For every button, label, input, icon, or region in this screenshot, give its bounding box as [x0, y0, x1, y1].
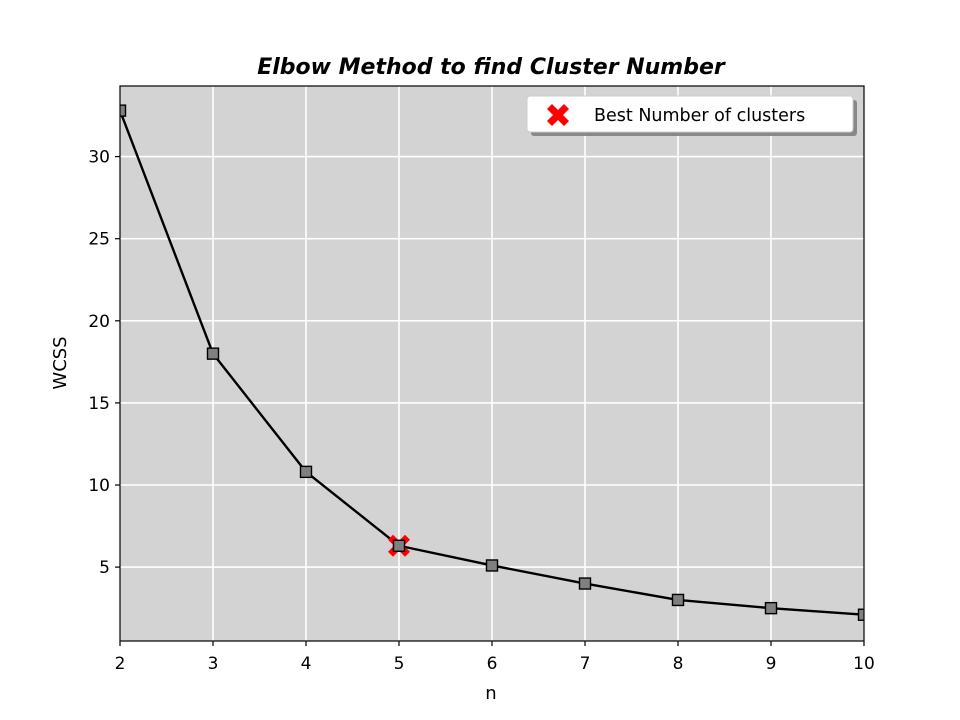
data-point	[206, 347, 220, 360]
legend: Best Number of clusters	[526, 95, 857, 136]
x-tick-label: 4	[301, 654, 312, 674]
chart-title: Elbow Method to find Cluster Number	[257, 55, 726, 80]
x-tick-label: 7	[580, 654, 591, 674]
data-point	[764, 601, 778, 615]
x-tick-label: 3	[208, 654, 219, 674]
data-point	[578, 577, 592, 590]
legend-x-icon	[547, 104, 569, 126]
data-point	[485, 559, 499, 572]
data-point	[857, 608, 864, 621]
data-point	[120, 104, 127, 117]
plot-area: 2 3 4 5 6 7 8 9 10 5 10 15 20 25 30 Best Number of clus…	[88, 85, 875, 674]
grid-lines	[120, 86, 864, 641]
x-tick-label: 6	[487, 654, 498, 674]
y-tick-label: 20	[88, 312, 110, 332]
data-point	[299, 465, 313, 479]
legend-box	[526, 95, 854, 133]
y-tick-label: 25	[88, 230, 110, 250]
x-tick-label: 8	[673, 654, 684, 674]
y-axis-label: WCSS	[50, 336, 71, 389]
x-tick-label: 5	[394, 654, 405, 674]
y-tick-label: 10	[88, 476, 110, 496]
y-tick-label: 30	[88, 148, 110, 168]
legend-label: Best Number of clusters	[594, 106, 805, 126]
data-point	[671, 593, 685, 607]
x-tick-label: 10	[853, 654, 875, 674]
x-tick-label: 2	[115, 654, 126, 674]
x-axis-label: n	[485, 683, 496, 704]
y-tick-label: 15	[88, 394, 110, 414]
y-tick-label: 5	[99, 558, 110, 578]
data-series	[120, 104, 864, 621]
x-tick-label: 9	[766, 654, 777, 674]
data-point	[392, 539, 406, 552]
